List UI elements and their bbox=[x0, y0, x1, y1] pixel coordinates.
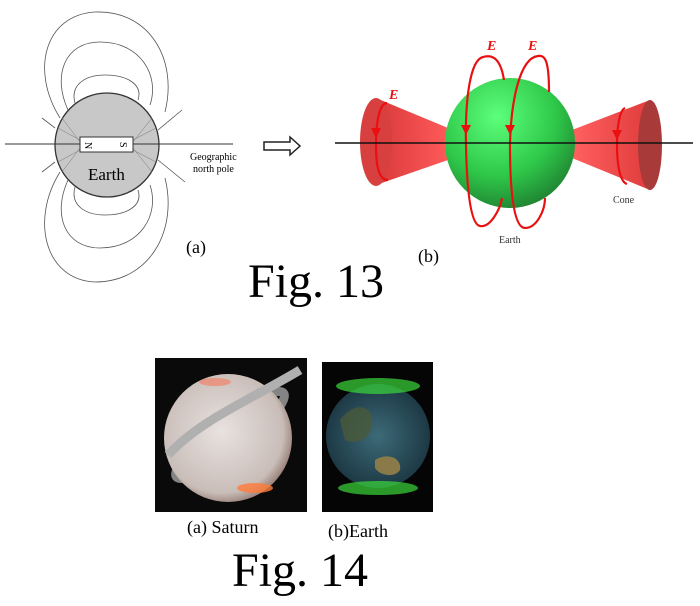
panel-a-magnetic-field bbox=[5, 11, 233, 283]
fig13-caption: Fig. 13 bbox=[248, 255, 384, 308]
transition-arrow-icon bbox=[263, 135, 302, 157]
internal-field-lines bbox=[57, 117, 157, 173]
saturn-label: (a) Saturn bbox=[187, 517, 258, 538]
saturn-image bbox=[155, 358, 307, 512]
e-label-2: E bbox=[527, 39, 537, 54]
right-cone-base bbox=[638, 100, 662, 190]
earth-label-b: Earth bbox=[499, 235, 521, 246]
geographic-label-2: north pole bbox=[193, 164, 234, 175]
panel-b-electric-field bbox=[335, 54, 693, 230]
left-cone bbox=[376, 98, 448, 185]
e-label-3: E bbox=[388, 88, 398, 103]
earth-aurora-image bbox=[322, 362, 433, 512]
right-cone bbox=[572, 100, 650, 190]
earth-label-fig14: (b)Earth bbox=[328, 521, 388, 542]
field-direction-arrows bbox=[371, 125, 622, 140]
bar-magnet bbox=[79, 136, 134, 153]
geographic-label-1: Geographic bbox=[190, 152, 237, 163]
field-loops bbox=[374, 54, 628, 230]
panel-b-label: (b) bbox=[418, 246, 439, 267]
earth-label-a: Earth bbox=[88, 165, 125, 184]
magnet-s-label: S bbox=[117, 142, 128, 148]
panel-a-label: (a) bbox=[186, 237, 206, 258]
cone-label: Cone bbox=[613, 195, 635, 206]
e-label-1: E bbox=[486, 39, 496, 54]
magnet-n-label: N bbox=[82, 142, 93, 149]
field-lines bbox=[41, 11, 186, 283]
fig14-caption: Fig. 14 bbox=[232, 544, 368, 597]
